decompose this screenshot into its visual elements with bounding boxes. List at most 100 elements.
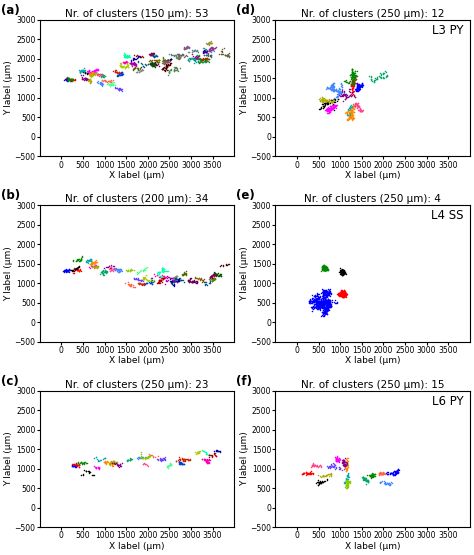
Point [356,83,364,92]
Point [321,264,328,273]
Point [321,263,329,272]
Point [337,286,344,295]
Point [150,50,157,59]
Point [205,39,213,48]
Point [185,54,193,63]
Point [355,99,362,108]
Point [359,473,366,482]
Point [314,300,321,309]
Point [85,76,93,85]
Point [312,302,320,311]
Point [143,264,150,273]
Point [338,269,346,278]
Point [391,467,399,476]
Point [333,457,340,466]
Point [321,264,329,273]
Point [333,97,340,105]
Point [158,264,165,273]
Point [168,274,175,282]
Point [315,295,323,304]
Point [151,51,158,60]
Point [85,466,92,475]
Point [323,301,331,310]
Point [315,299,322,307]
Point [337,266,345,275]
Point [167,277,175,286]
Point [173,271,180,280]
Point [354,83,362,92]
Point [147,274,155,283]
Point [342,94,349,103]
Point [335,87,343,95]
Point [156,267,164,276]
Point [338,287,346,296]
Point [319,265,327,274]
Point [343,479,351,488]
Point [174,51,182,60]
Point [322,292,330,301]
Point [81,457,89,466]
Point [346,109,354,118]
Point [178,460,185,468]
Point [339,289,347,298]
Point [118,87,125,95]
Point [110,458,118,467]
Point [325,463,332,472]
Point [335,455,342,463]
Point [323,96,330,105]
Point [168,274,175,282]
Point [336,455,344,464]
Point [355,81,362,90]
Point [161,56,169,64]
Point [95,463,102,472]
Point [318,477,325,486]
Point [313,302,321,311]
Point [354,83,362,92]
Point [370,78,378,87]
Point [206,278,214,286]
Point [329,102,337,111]
Point [347,92,355,100]
Point [116,266,123,275]
Point [316,478,323,487]
Point [75,255,83,264]
Point [96,72,103,80]
Point [337,265,345,274]
Point [162,57,170,66]
Point [118,61,126,70]
Point [319,301,327,310]
Point [169,51,176,59]
Point [318,300,325,309]
Point [336,465,343,473]
Point [152,60,159,69]
Point [166,58,174,67]
Point [347,92,355,101]
Point [335,290,342,299]
Point [349,79,357,88]
Point [355,85,363,94]
Point [319,297,326,306]
Point [209,275,217,284]
Point [314,297,322,306]
Point [71,460,78,468]
Point [64,74,71,83]
Point [356,106,364,115]
Point [201,447,209,456]
Point [90,260,98,269]
Point [339,290,347,299]
Point [150,49,157,58]
Point [302,468,310,477]
Point [138,280,146,289]
Point [339,291,347,300]
Point [338,268,346,277]
Point [81,74,89,83]
Point [77,458,84,467]
Point [338,85,346,94]
Point [170,66,178,75]
Point [218,47,226,56]
Point [150,56,157,64]
Point [346,105,354,114]
Point [82,75,90,84]
Point [327,82,334,91]
Point [341,461,349,470]
